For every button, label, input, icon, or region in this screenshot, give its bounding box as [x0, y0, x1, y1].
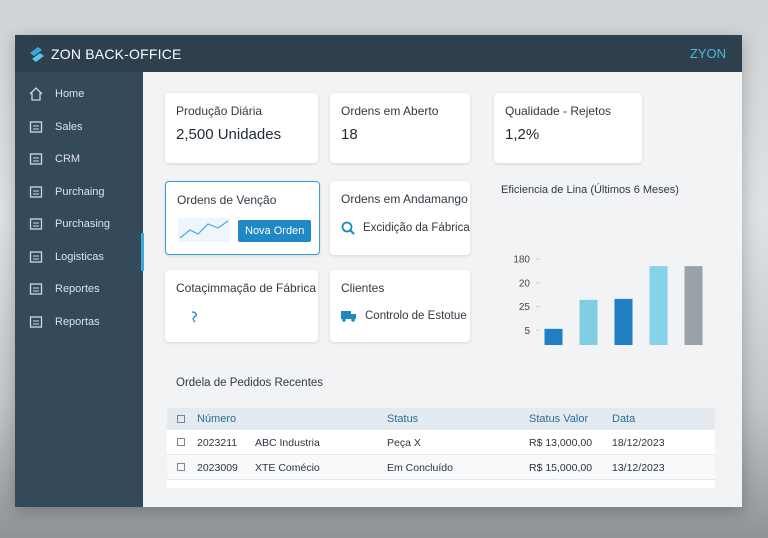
new-order-button[interactable]: Nova Orden: [238, 220, 312, 242]
y-tick-label: 180: [513, 255, 530, 266]
table-header: [167, 408, 715, 430]
sidebar: Home Sales CRM Purchaing Purchasing Logistica…: [15, 72, 143, 507]
column-header: Data: [612, 413, 636, 425]
nav-label[interactable]: Purchaing: [55, 185, 105, 198]
logo-icon: [30, 47, 44, 62]
card-title: Ordens de Venção: [177, 193, 277, 207]
card: Qualidade - Rejetos 1,2%: [494, 93, 642, 163]
card-value: 1,2%: [505, 126, 540, 143]
y-tick-label: 20: [519, 278, 531, 289]
nav-label[interactable]: Reportes: [55, 283, 100, 295]
card-title: Qualidade - Rejetos: [505, 104, 612, 118]
nav-label[interactable]: Home: [55, 88, 85, 100]
card-value: 18: [341, 126, 358, 143]
nav-item[interactable]: Reportas: [29, 312, 100, 332]
checkbox[interactable]: [177, 463, 185, 471]
card: Cotaçimmação de Fábrica: [165, 270, 318, 342]
table-cell: ABC Industria: [255, 437, 320, 449]
nav-item[interactable]: Purchasing: [29, 214, 110, 234]
card-icon: [191, 311, 197, 323]
nav-icon: [29, 283, 43, 295]
card: Clientes Controlo de Estotue: [330, 270, 470, 342]
card-link-text[interactable]: Controlo de Estotue: [365, 310, 467, 322]
orders-table: Número Status Status Valor Data 2023211 ABC I…: [167, 408, 715, 488]
nav-label[interactable]: Reportas: [55, 315, 100, 328]
nav-icon: [29, 218, 43, 230]
nav-icon: [29, 87, 43, 101]
bar: [684, 266, 703, 345]
table-cell: 2023009: [197, 462, 238, 474]
search-icon: [341, 221, 355, 235]
sparkline: [178, 218, 230, 242]
card-title: Cotaçimmação de Fábrica: [176, 281, 317, 295]
table-row: [167, 430, 715, 455]
card-link[interactable]: Controlo de Estotue: [341, 310, 467, 322]
table-cell: 13/12/2023: [612, 462, 665, 474]
table-title: Ordela de Pedidos Recentes: [176, 377, 324, 389]
bar: [649, 266, 668, 345]
table-cell: 18/12/2023: [612, 437, 665, 449]
checkbox[interactable]: [177, 415, 185, 423]
bar: [544, 328, 563, 345]
app-window: ZON BACK-OFFICE ZYON Home Sales CRM Purchai…: [15, 35, 742, 507]
nav-item[interactable]: Sales: [29, 117, 83, 137]
chart-title: Eficiencia de Lina (Últimos 6 Meses): [501, 183, 679, 196]
card: Produção Diária 2,500 Unidades: [165, 93, 318, 163]
card-title: Ordens em Aberto: [341, 104, 439, 118]
nav-label[interactable]: Sales: [55, 120, 83, 133]
logo-text: ZON BACK-OFFICE: [51, 46, 182, 62]
nav-icon: [29, 250, 43, 263]
column-header: Status: [387, 413, 419, 425]
nav-label[interactable]: Logisticas: [55, 250, 104, 263]
nav-item[interactable]: Reportes: [29, 279, 100, 299]
card-title: Ordens em Andamango: [341, 192, 468, 206]
active-indicator: [141, 233, 144, 271]
nav-item[interactable]: Purchaing: [29, 182, 105, 202]
table-cell: XTE Comécio: [255, 462, 320, 474]
table-cell: R$ 13,000,00: [529, 437, 593, 449]
nav-item[interactable]: CRM: [29, 149, 80, 169]
card: Ordens de Venção Nova Orden: [165, 181, 320, 255]
nav-label[interactable]: CRM: [55, 153, 81, 165]
card-title: Clientes: [341, 281, 385, 295]
table-cell: 2023211: [197, 437, 238, 449]
y-tick-label: 25: [519, 302, 531, 313]
card: Ordens em Andamango Excidição da Fábrica: [330, 181, 470, 255]
card-link[interactable]: Excidição da Fábrica: [341, 221, 470, 235]
table-cell: Em Concluído: [387, 462, 453, 474]
nav-icon: [29, 185, 43, 198]
card-link-text[interactable]: Excidição da Fábrica: [363, 222, 470, 234]
checkbox[interactable]: [177, 438, 185, 446]
bar: [579, 299, 598, 345]
column-header: Status Valor: [529, 413, 589, 425]
card: Ordens em Aberto 18: [330, 93, 470, 163]
truck-icon: [341, 311, 356, 322]
card-value: 2,500 Unidades: [176, 126, 282, 143]
table-cell: Peça X: [387, 437, 421, 449]
top-bar: ZON BACK-OFFICE ZYON: [15, 35, 742, 72]
y-tick-label: 5: [524, 326, 530, 337]
nav-icon: [29, 120, 43, 133]
nav-icon: [29, 153, 43, 165]
nav-item[interactable]: Logisticas: [29, 247, 104, 267]
chart: Eficiencia de Lina (Últimos 6 Meses) 052…: [501, 183, 703, 345]
table-row: [167, 455, 715, 480]
brand[interactable]: ZYON: [689, 46, 726, 61]
table-cell: R$ 15,000,00: [529, 462, 593, 474]
column-header: Número: [197, 413, 237, 425]
card-title: Produção Diária: [176, 104, 263, 118]
nav-item[interactable]: Home: [29, 84, 84, 104]
nav-label[interactable]: Purchasing: [55, 218, 111, 230]
nav-icon: [29, 315, 43, 328]
bar: [614, 298, 633, 345]
